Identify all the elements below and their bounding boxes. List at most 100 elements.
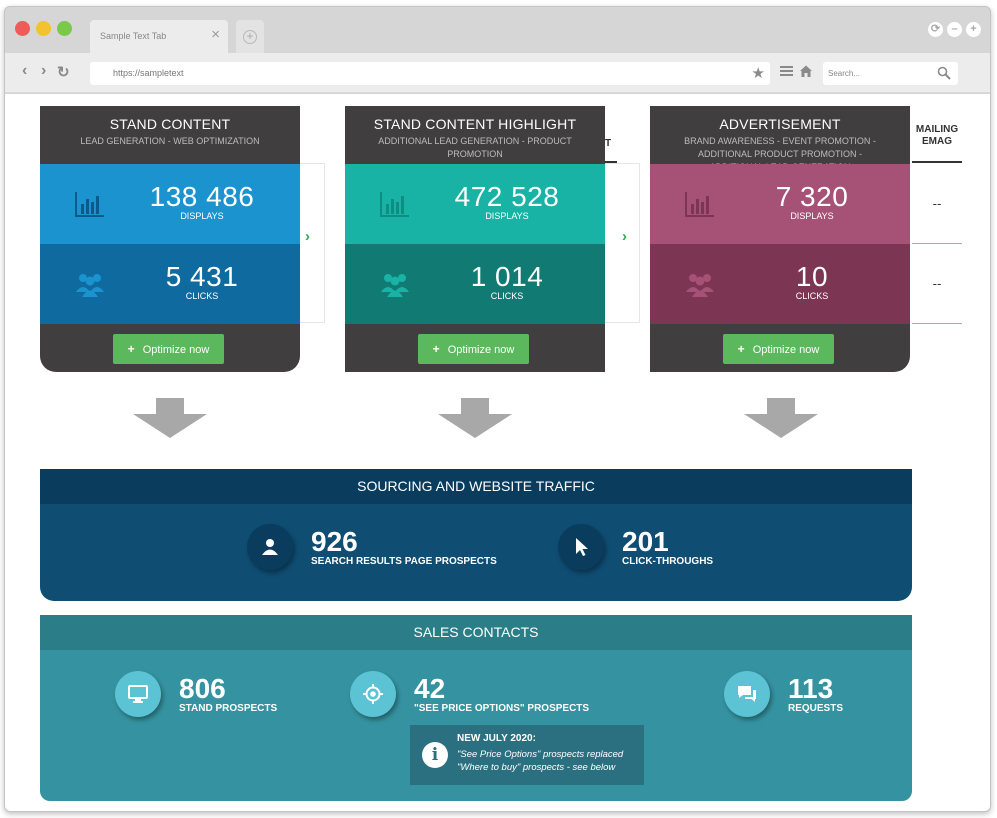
tab-close-icon[interactable]: × [211,26,220,43]
close-window-button[interactable] [15,21,30,36]
plus-icon: + [127,342,135,356]
chat-icon [724,671,770,717]
search-icon[interactable] [937,66,951,80]
sourcing-panel: SOURCING AND WEBSITE TRAFFIC 926 SEARCH … [40,469,912,601]
clicks-label: CLICKS [185,291,219,301]
add-icon[interactable]: + [966,22,981,37]
click-throughs-label: CLICK-THROUGHS [622,556,714,567]
search-prospects-label: SEARCH RESULTS PAGE PROSPECTS [311,556,497,567]
next-panel: › [300,163,325,323]
optimize-label: Optimize now [752,344,820,356]
mailing-header-line1: MAILING [915,124,959,135]
stand-prospects-value: 806 [179,673,226,704]
bar-chart-icon [685,192,714,217]
optimize-now-button[interactable]: + Optimize now [418,334,529,364]
search-prospects-value: 926 [311,526,358,557]
displays-value: 7 320 [775,181,849,212]
plus-icon: + [243,30,257,44]
monitor-icon [115,671,161,717]
card-header: STAND CONTENT LEAD GENERATION - WEB OPTI… [40,106,300,164]
minimize-window-button[interactable] [36,21,51,36]
displays-value: 472 528 [454,181,560,212]
reload-icon[interactable]: ↻ [57,64,70,81]
browser-window: Sample Text Tab × + ⟳ – + ‹ › ↻ https://… [4,6,991,812]
card-header: ADVERTISEMENT BRAND AWARENESS - EVENT PR… [650,106,910,172]
card-footer: + Optimize now [650,324,910,372]
mailing-clicks: -- [912,244,962,324]
title-bar: Sample Text Tab × + ⟳ – + [5,7,990,53]
address-bar[interactable]: https://sampletext ★ [90,62,770,85]
bar-chart-icon [380,192,409,217]
page-content: STAND CONTENT LEAD GENERATION - WEB OPTI… [5,94,990,811]
stand-prospects-label: STAND PROSPECTS [179,703,278,714]
advertisement-card: ADVERTISEMENT BRAND AWARENESS - EVENT PR… [650,106,910,372]
next-panel: › [605,163,640,323]
card-title: ADVERTISEMENT [719,116,841,132]
users-icon [686,274,714,297]
click-throughs-value: 201 [622,526,669,557]
displays-value: 138 486 [149,181,255,212]
card-subtitle: ADDITIONAL LEAD GENERATION - PRODUCT PRO… [378,136,572,159]
maximize-window-button[interactable] [57,21,72,36]
requests-label: REQUESTS [788,703,844,714]
optimize-now-button[interactable]: + Optimize now [723,334,834,364]
bookmark-star-icon[interactable]: ★ [751,65,765,82]
requests-value: 113 [788,673,834,704]
sales-contacts-panel: SALES CONTACTS 806 STAND PROSPECTS 42 "S… [40,615,912,801]
notice-line-2: "Where to buy" prospects - see below [457,762,616,773]
stand-content-highlight-card: STAND CONTENT HIGHLIGHT ADDITIONAL LEAD … [345,106,605,372]
search-input[interactable]: Search... [823,62,958,85]
forward-icon[interactable]: › [41,62,47,79]
browser-toolbar: ‹ › ↻ https://sampletext ★ Search... [5,53,990,93]
minimize-icon[interactable]: – [947,22,962,37]
menu-icon[interactable] [780,66,793,77]
partial-column-header: T [605,106,617,163]
home-icon[interactable] [799,64,813,78]
mailing-header: MAILING EMAG [912,106,962,163]
clicks-value: 10 [795,261,829,292]
mailing-displays: -- [912,164,962,244]
users-icon [381,274,409,297]
stand-content-card: STAND CONTENT LEAD GENERATION - WEB OPTI… [40,106,300,372]
cursor-icon [558,524,604,570]
card-header: STAND CONTENT HIGHLIGHT ADDITIONAL LEAD … [345,106,605,164]
refresh-window-icon[interactable]: ⟳ [928,22,943,37]
mailing-header-line2: EMAG [922,136,952,147]
card-title: STAND CONTENT HIGHLIGHT [373,116,577,132]
clicks-value: 1 014 [470,261,544,292]
price-options-label: "SEE PRICE OPTIONS" PROSPECTS [414,703,590,714]
person-icon [247,524,293,570]
optimize-label: Optimize now [447,344,515,356]
clicks-metric: 5 431 CLICKS [40,244,300,324]
plus-icon: + [737,342,745,356]
optimize-label: Optimize now [142,344,210,356]
card-footer: + Optimize now [40,324,300,372]
mailing-emag-column: MAILING EMAG -- -- [912,106,962,324]
displays-metric: 7 320 DISPLAYS [650,164,910,244]
plus-icon: + [432,342,440,356]
back-icon[interactable]: ‹ [22,62,28,79]
price-options-value: 42 [414,673,446,704]
chevron-right-icon[interactable]: › [305,228,310,245]
displays-label: DISPLAYS [790,211,834,221]
sourcing-title: SOURCING AND WEBSITE TRAFFIC [40,469,912,504]
clicks-metric: 1 014 CLICKS [345,244,605,324]
down-arrow-icon [744,398,818,438]
displays-label: DISPLAYS [180,211,224,221]
clicks-label: CLICKS [795,291,829,301]
displays-label: DISPLAYS [485,211,529,221]
notice-box: i NEW JULY 2020: "See Price Options" pro… [410,725,644,785]
url-text: https://sampletext [113,68,184,78]
sales-title: SALES CONTACTS [40,615,912,650]
users-icon [76,274,104,297]
new-tab-button[interactable]: + [236,20,264,53]
notice-line-1: "See Price Options" prospects replaced [457,749,624,760]
clicks-label: CLICKS [490,291,524,301]
card-title: STAND CONTENT [109,116,231,132]
chevron-right-icon[interactable]: › [622,228,627,245]
search-placeholder: Search... [828,69,861,78]
tab-title: Sample Text Tab [100,31,167,41]
optimize-now-button[interactable]: + Optimize now [113,334,224,364]
browser-tab[interactable]: Sample Text Tab × [90,20,228,53]
notice-title: NEW JULY 2020: [457,733,536,744]
